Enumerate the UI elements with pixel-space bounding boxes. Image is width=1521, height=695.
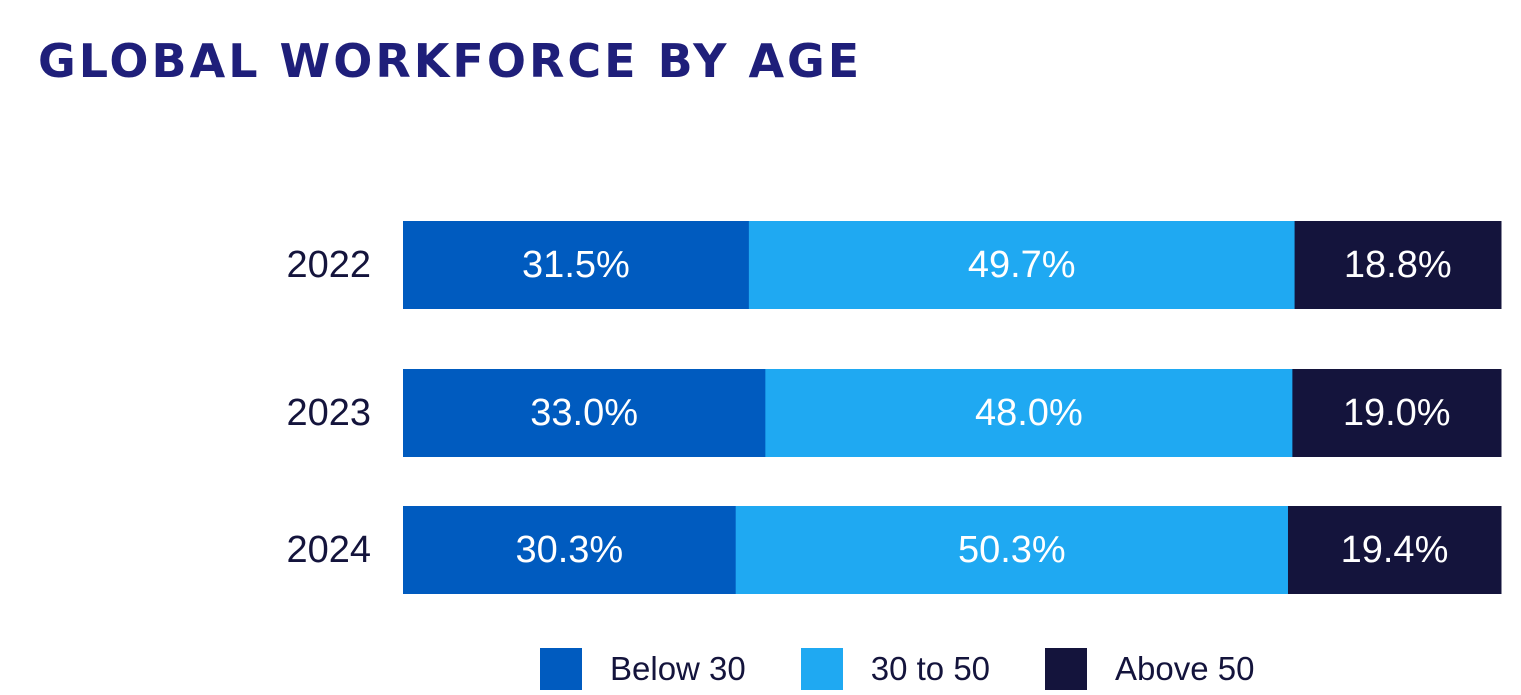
legend-item-below-30: Below 30 [540,648,746,690]
bar-segment-2022-below-30 [403,221,750,309]
category-label-2022: 2022 [286,244,371,286]
legend-swatch-below-30 [540,648,582,690]
bar-segment-2023-below-30 [403,369,766,457]
chart-legend: Below 30 30 to 50 Above 50 [540,648,1255,690]
data-label-2022-below-30: 31.5% [522,244,630,286]
data-label-2024-30-to-50: 50.3% [958,529,1066,571]
legend-item-30-to-50: 30 to 50 [800,648,991,690]
bar-segment-2022-30-to-50 [748,221,1296,309]
legend-swatch-30-to-50 [800,648,843,690]
bar-segment-2024-above-50 [1287,506,1502,594]
legend-label-below-30: Below 30 [610,650,746,687]
legend-label-above-50: Above 50 [1115,650,1255,687]
data-label-2024-above-50: 19.4% [1341,529,1449,571]
legend-swatch-above-50 [1045,648,1088,690]
data-label-2024-below-30: 30.3% [515,529,623,571]
data-label-2023-above-50: 19.0% [1343,392,1451,434]
stacked-bar-chart: 2022 31.5% 49.7% 18.8% 2023 33.0% 48.0% 19.0% 20… [286,221,1502,594]
data-label-2022-30-to-50: 49.7% [968,244,1076,286]
chart-title: GLOBAL WORKFORCE BY AGE [38,34,863,88]
data-label-2023-below-30: 33.0% [530,392,638,434]
bar-segment-2024-30-to-50 [735,506,1289,594]
data-label-2022-above-50: 18.8% [1344,244,1452,286]
legend-item-above-50: Above 50 [1045,648,1255,690]
data-label-2023-30-to-50: 48.0% [975,392,1083,434]
bar-segment-2024-below-30 [403,506,737,594]
bar-segment-2022-above-50 [1294,221,1502,309]
category-label-2023: 2023 [286,392,371,434]
category-label-2024: 2024 [286,529,371,571]
legend-label-30-to-50: 30 to 50 [870,650,991,687]
bar-segment-2023-30-to-50 [765,369,1293,457]
bar-segment-2023-above-50 [1292,369,1502,457]
